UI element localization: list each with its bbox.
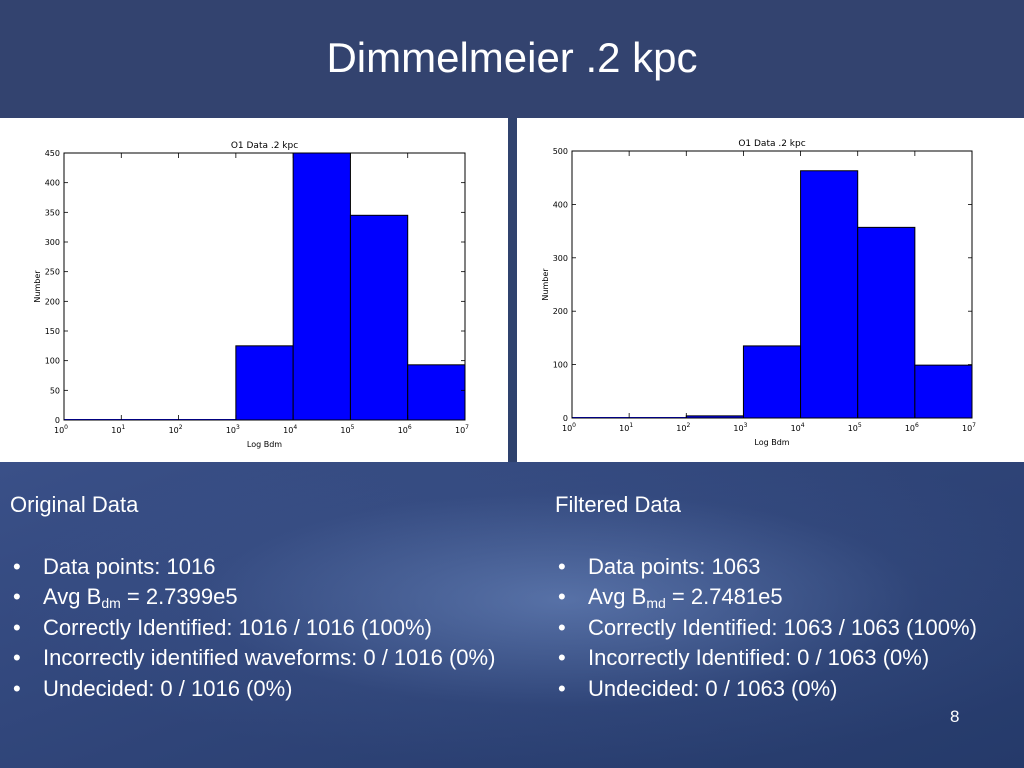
y-tick-label: 0 (55, 416, 60, 425)
list-item: • Undecided: 0 / 1063 (0%) (555, 674, 1000, 705)
list-item: • Avg Bmd = 2.7481e5 (558, 584, 783, 611)
y-tick-label: 200 (45, 297, 60, 306)
list-item: • Correctly Identified: 1063 / 1063 (100%… (555, 613, 1000, 644)
plot-frame (63, 152, 466, 421)
y-tick-label: 300 (45, 238, 60, 247)
histogram-bar (857, 226, 916, 419)
y-tick-label: 50 (50, 386, 60, 395)
chart-title: O1 Data .2 kpc (231, 141, 298, 151)
histogram-bar (914, 364, 973, 419)
slide-title: Dimmelmeier .2 kpc (326, 34, 698, 81)
original-data-heading: Original Data (10, 492, 139, 517)
y-axis-label: Number (541, 268, 550, 301)
bullet-icon: • (13, 645, 21, 670)
x-tick-label: 104 (791, 422, 805, 433)
x-tick-label: 106 (398, 424, 412, 435)
y-tick-label: 100 (553, 361, 568, 370)
bullet-icon: • (13, 584, 21, 609)
filtered-data-list: • Data points: 1063 • Avg Bmd = 2.7481e5 •… (555, 552, 1000, 705)
list-item: • Incorrectly identified waveforms: 0 / 1… (10, 643, 530, 674)
x-tick-label: 101 (619, 422, 633, 433)
list-item: • Avg Bdm = 2.7399e5 (13, 584, 238, 611)
y-tick-label: 500 (553, 147, 568, 156)
y-tick-label: 250 (45, 268, 60, 277)
x-tick-label: 102 (169, 424, 183, 435)
histogram-bar (742, 345, 802, 419)
y-tick-label: 100 (45, 357, 60, 366)
y-tick-label: 200 (553, 307, 568, 316)
x-tick-label: 107 (455, 424, 469, 435)
y-tick-label: 150 (45, 327, 60, 336)
histogram-bar (407, 364, 466, 421)
title-bar: Dimmelmeier .2 kpc (0, 0, 1024, 118)
y-axis-label: Number (33, 270, 42, 303)
x-tick-label: 100 (562, 422, 576, 433)
summary-background (0, 462, 1024, 768)
bullet-icon: • (558, 553, 566, 579)
y-tick-label: 450 (45, 149, 60, 158)
histogram-panel-filtered: 0 100 200 300 400 500 100 101 102 103 104 105 106 107… (517, 118, 1024, 462)
x-tick-label: 101 (111, 424, 125, 435)
histogram-panel-original: 0 50 100 150 200 250 300 350 400 450 100 101 102 103 1… (0, 118, 508, 462)
y-tick-label: 0 (563, 414, 568, 423)
x-tick-label: 103 (733, 422, 747, 433)
bullet-icon: • (558, 675, 566, 701)
bullet-icon: • (558, 645, 566, 670)
x-tick-label: 104 (283, 424, 297, 435)
x-tick-label: 100 (54, 424, 68, 435)
x-axis-label: Log Bdm (247, 440, 282, 449)
y-tick-label: 350 (45, 208, 60, 217)
x-tick-label: 105 (848, 422, 862, 433)
filtered-data-column: Filtered Data • Data points: 1063 • Avg Bm… (555, 490, 1000, 704)
x-axis-label: Log Bdm (754, 438, 789, 447)
x-tick-label: 105 (340, 424, 354, 435)
y-tick-label: 400 (553, 200, 568, 209)
y-tick-label: 300 (553, 254, 568, 263)
bullet-icon: • (558, 614, 566, 640)
y-tick-label: 400 (45, 179, 60, 188)
bullet-icon: • (13, 614, 21, 640)
histogram-bar (235, 345, 294, 421)
bullet-icon: • (13, 675, 21, 701)
histogram-original: 0 50 100 150 200 250 300 350 400 450 100 101 102 103 1… (33, 141, 469, 449)
list-item: • Data points: 1016 (10, 552, 530, 583)
histogram-bar (800, 170, 859, 419)
original-data-column: Original Data • Data points: 1016 • Avg Bd… (10, 490, 530, 704)
x-tick-label: 103 (226, 424, 240, 435)
plot-frame (571, 150, 973, 419)
filtered-data-heading: Filtered Data (555, 492, 681, 517)
histogram-bar (292, 152, 351, 421)
chart-title: O1 Data .2 kpc (738, 139, 805, 149)
list-item: • Undecided: 0 / 1016 (0%) (10, 674, 530, 705)
list-item: • Correctly Identified: 1016 / 1016 (100%… (10, 613, 530, 644)
x-tick-label: 106 (905, 422, 919, 433)
page-number: 8 (950, 707, 960, 726)
x-tick-label: 102 (676, 422, 690, 433)
list-item: • Incorrectly Identified: 0 / 1063 (0%) (555, 643, 1000, 674)
bullet-icon: • (13, 553, 21, 579)
list-item: • Data points: 1063 (555, 552, 1000, 583)
histogram-bar (349, 214, 409, 421)
x-tick-label: 107 (962, 422, 976, 433)
bullet-icon: • (558, 584, 566, 609)
original-data-list: • Data points: 1016 • Avg Bdm = 2.7399e5 •… (10, 552, 530, 705)
